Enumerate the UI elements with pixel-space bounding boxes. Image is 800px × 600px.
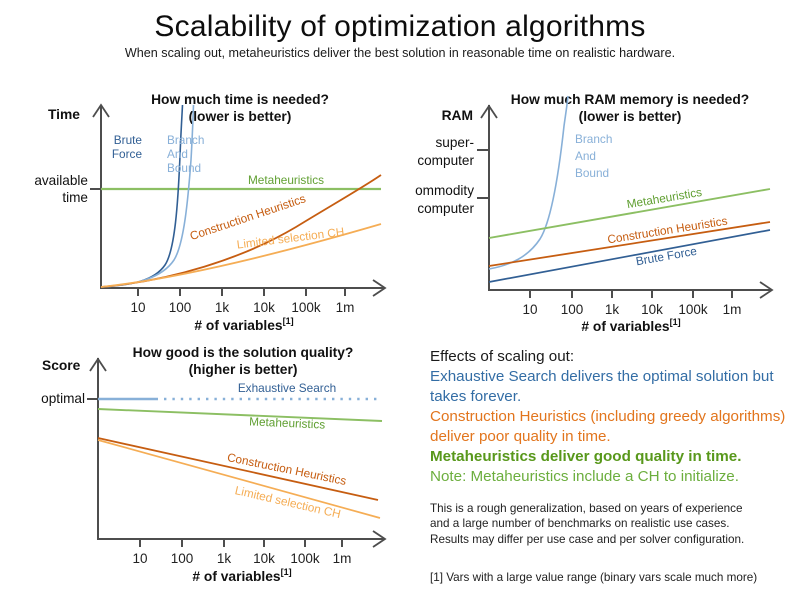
- ram-y-tick-super-computer: computer: [417, 153, 474, 168]
- quality-axes: [97, 358, 384, 540]
- ram-y-tick-commodity-computer: computer: [417, 201, 474, 216]
- ram-x-tick-100: 100: [561, 302, 584, 317]
- quality-x-tick-10k: 10k: [253, 551, 275, 566]
- quality-exhaustive-search-label: Exhaustive Search: [238, 381, 336, 395]
- time-chart: How much time is needed? (lower is bette…: [30, 88, 400, 338]
- ram-chart-better-note: (lower is better): [579, 109, 682, 124]
- ram-branch-and-bound-label-3: Bound: [575, 166, 609, 180]
- ram-tick-marks: [477, 149, 733, 298]
- time-x-tick-100k: 100k: [291, 300, 321, 315]
- time-x-tick-1m: 1m: [336, 300, 355, 315]
- time-brute-force-label-1: Brute: [114, 133, 143, 147]
- effects-metaheuristics-text: Metaheuristics deliver good quality in t…: [430, 448, 742, 465]
- quality-construction-heuristics-line: [97, 437, 379, 501]
- ram-y-tick-commodity: commodity: [415, 183, 474, 198]
- quality-x-axis-arrow-icon: [372, 530, 387, 548]
- effects-panel: Effects of scaling out: Exhaustive Searc…: [430, 347, 794, 584]
- time-x-axis-arrow-icon: [372, 279, 387, 297]
- ram-branch-and-bound-label-1: Branch: [575, 132, 612, 146]
- time-x-tick-10k: 10k: [253, 300, 275, 315]
- ram-y-tick-super: super-: [435, 135, 474, 150]
- quality-y-axis-arrow-icon: [89, 357, 107, 372]
- ram-chart: How much RAM memory is needed? (lower is…: [408, 88, 790, 338]
- time-x-axis-label-sup: [1]: [283, 316, 294, 326]
- time-x-axis-label: # of variables[1]: [194, 316, 293, 333]
- ram-brute-force-label: Brute Force: [635, 244, 699, 269]
- footnote: [1] Vars with a large value range (binar…: [430, 570, 758, 584]
- ram-x-tick-10k: 10k: [641, 302, 663, 317]
- quality-chart-title: How good is the solution quality?: [133, 345, 354, 360]
- ram-x-tick-10: 10: [522, 302, 537, 317]
- quality-tick-marks: [87, 398, 343, 547]
- time-limited-selection-label: Limited selection CH: [236, 224, 345, 251]
- quality-y-tick-optimal: optimal: [41, 391, 85, 406]
- time-y-tick-available: available: [34, 173, 88, 188]
- quality-limited-selection-line: [97, 439, 381, 519]
- page-subtitle: When scaling out, metaheuristics deliver…: [124, 46, 676, 60]
- ram-x-axis-label: # of variables[1]: [581, 317, 680, 334]
- disclaimer: This is a rough generalization, based on…: [430, 501, 794, 547]
- time-chart-better-note: (lower is better): [189, 109, 292, 124]
- time-x-tick-10: 10: [130, 300, 145, 315]
- time-y-tick-time: time: [62, 190, 88, 205]
- effects-exhaustive-search-text: Exhaustive Search delivers the optimal s…: [430, 368, 774, 405]
- quality-x-axis-label-text: # of variables: [192, 569, 281, 584]
- time-branch-and-bound-label-2: And: [167, 147, 188, 161]
- time-axes: [100, 105, 384, 289]
- disclaimer-line-2: and a large number of benchmarks on real…: [430, 517, 730, 531]
- quality-y-axis-label: Score: [42, 358, 81, 373]
- ram-metaheuristics-line: [488, 188, 771, 239]
- time-branch-and-bound-label-3: Bound: [167, 161, 201, 175]
- disclaimer-line-1: This is a rough generalization, based on…: [430, 502, 743, 515]
- ram-x-axis-label-text: # of variables: [581, 319, 670, 334]
- ram-axes: [488, 105, 771, 291]
- quality-x-tick-100: 100: [171, 551, 194, 566]
- effects-heading: Effects of scaling out:: [430, 348, 575, 365]
- time-y-axis-label: Time: [48, 107, 80, 122]
- quality-x-axis-label: # of variables[1]: [192, 567, 291, 584]
- quality-metaheuristics-line: [97, 408, 383, 422]
- quality-x-axis-label-sup: [1]: [281, 567, 292, 577]
- time-x-tick-100: 100: [169, 300, 192, 315]
- time-branch-and-bound-label-1: Branch: [167, 133, 204, 147]
- quality-x-tick-10: 10: [132, 551, 147, 566]
- page-title: Scalability of optimization algorithms: [154, 10, 646, 43]
- ram-x-axis-arrow-icon: [759, 281, 774, 299]
- ram-brute-force-line: [488, 229, 771, 283]
- ram-chart-svg: How much RAM memory is needed? (lower is…: [408, 92, 774, 334]
- effects-construction-heuristics-text: Construction Heuristics (including greed…: [430, 408, 786, 445]
- quality-x-tick-1m: 1m: [333, 551, 352, 566]
- ram-y-axis-arrow-icon: [480, 104, 498, 119]
- quality-metaheuristics-label: Metaheuristics: [249, 414, 326, 431]
- header: Scalability of optimization algorithms W…: [0, 10, 800, 60]
- time-branch-and-bound-curve: [100, 104, 195, 288]
- ram-y-axis-label: RAM: [442, 108, 473, 123]
- disclaimer-line-3: Results may differ per use case and per …: [430, 532, 745, 546]
- time-chart-svg: How much time is needed? (lower is bette…: [34, 92, 387, 333]
- ram-x-tick-1k: 1k: [605, 302, 620, 317]
- ram-chart-title: How much RAM memory is needed?: [511, 92, 749, 107]
- time-tick-marks: [90, 188, 346, 296]
- time-limited-selection-curve: [100, 223, 382, 288]
- time-y-axis-arrow-icon: [92, 103, 110, 118]
- quality-chart: How good is the solution quality? (highe…: [30, 343, 400, 593]
- ram-construction-heuristics-line: [488, 221, 771, 267]
- quality-x-tick-1k: 1k: [217, 551, 232, 566]
- time-metaheuristics-label: Metaheuristics: [248, 173, 324, 187]
- ram-x-tick-100k: 100k: [678, 302, 708, 317]
- time-x-tick-1k: 1k: [215, 300, 230, 315]
- quality-x-tick-100k: 100k: [290, 551, 320, 566]
- time-chart-title: How much time is needed?: [151, 92, 329, 107]
- time-x-axis-label-text: # of variables: [194, 318, 283, 333]
- effects-note-text: Note: Metaheuristics include a CH to ini…: [430, 468, 739, 485]
- quality-chart-better-note: (higher is better): [189, 362, 298, 377]
- quality-chart-svg: How good is the solution quality? (highe…: [41, 345, 387, 584]
- ram-x-tick-1m: 1m: [723, 302, 742, 317]
- ram-branch-and-bound-label-2: And: [575, 149, 596, 163]
- quality-construction-heuristics-label: Construction Heuristics: [226, 450, 348, 488]
- ram-branch-and-bound-curve: [488, 95, 569, 270]
- ram-x-axis-label-sup: [1]: [670, 317, 681, 327]
- time-brute-force-label-2: Force: [112, 147, 143, 161]
